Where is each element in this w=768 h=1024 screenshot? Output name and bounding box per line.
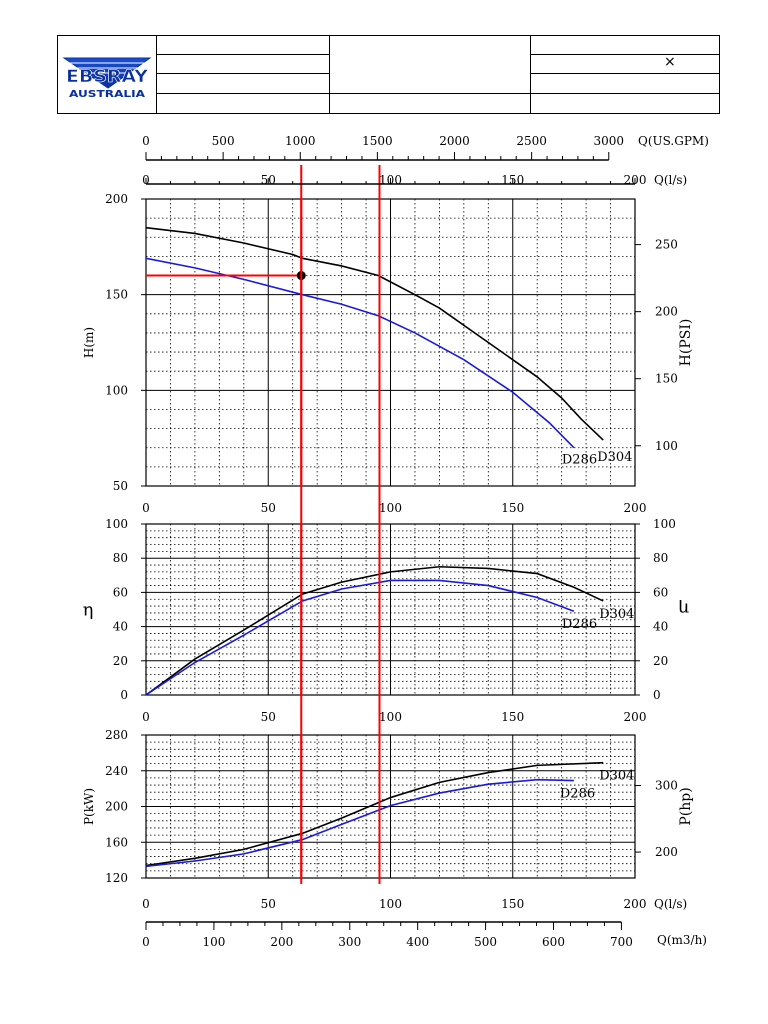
efficiency-right-tick-label: 60 (653, 585, 668, 599)
gpm-tick-label: 1000 (285, 134, 316, 148)
efficiency-right-label: η (679, 599, 690, 620)
ls-top-tick-label: 50 (261, 173, 276, 187)
efficiency-x-tick-label: 0 (142, 710, 150, 724)
power-y-tick-label: 160 (105, 835, 128, 849)
power-label-D304: D304 (599, 769, 634, 784)
m3h-tick-label: 100 (202, 935, 225, 949)
head-label-D304: D304 (597, 450, 632, 465)
m3h-tick-label: 500 (474, 935, 497, 949)
efficiency-y-tick-label: 40 (113, 620, 128, 634)
efficiency-x-tick-label: 50 (261, 710, 276, 724)
efficiency-right-tick-label: 40 (653, 620, 668, 634)
logo-text-bottom: AUSTRALIA (69, 89, 145, 100)
power-ylabel: P(kW) (82, 788, 96, 825)
head-ylabel: H(m) (82, 327, 96, 358)
efficiency-right-tick-label: 20 (653, 654, 668, 668)
power-series-D286 (145, 778, 574, 868)
m3h-tick-label: 700 (610, 935, 633, 949)
efficiency-y-tick-label: 20 (113, 654, 128, 668)
ls-top-tick-label: 200 (624, 173, 647, 187)
company-logo: EBSRAY AUSTRALIA (62, 57, 152, 100)
m3h-tick-label: 400 (406, 935, 429, 949)
head-x-tick-label: 50 (261, 501, 276, 515)
head-frame (145, 198, 636, 487)
ls-bottom-tick-label: 50 (261, 897, 276, 911)
head-series-D304 (145, 226, 604, 441)
m3h-axis-label: Q(m3/h) (657, 933, 707, 947)
gpm-tick-label: 2500 (516, 134, 547, 148)
gpm-tick-label: 500 (212, 134, 235, 148)
head-right-tick-label: 150 (655, 372, 678, 386)
power-series-D304 (145, 761, 604, 867)
gpm-tick-label: 0 (142, 134, 150, 148)
efficiency-y-tick-label: 80 (113, 551, 128, 565)
m3h-tick-label: 300 (338, 935, 361, 949)
head-y-tick-label: 150 (105, 288, 128, 302)
power-y-tick-label: 120 (105, 871, 128, 885)
efficiency-right-tick-label: 80 (653, 551, 668, 565)
efficiency-y-tick-label: 0 (120, 688, 128, 702)
efficiency-x-tick-label: 200 (624, 710, 647, 724)
head-right-tick-label: 200 (655, 305, 678, 319)
power-y-tick-label: 280 (105, 728, 128, 742)
ls-top-tick-label: 100 (379, 173, 402, 187)
ls-top-tick-label: 0 (142, 173, 150, 187)
gpm-tick-label: 3000 (593, 134, 624, 148)
head-x-tick-label: 200 (624, 501, 647, 515)
efficiency-x-tick-label: 100 (379, 710, 402, 724)
logo-text-top: EBSRAY (66, 67, 149, 87)
head-right-tick-label: 100 (655, 439, 678, 453)
ls-top-axis-label: Q(l/s) (654, 173, 687, 187)
head-right-tick-label: 250 (655, 238, 678, 252)
m3h-tick-label: 600 (542, 935, 565, 949)
header-table: EBSRAY AUSTRALIA × (57, 35, 720, 114)
efficiency-right-tick-label: 0 (653, 688, 661, 702)
power-right-label: P(hp) (678, 787, 694, 825)
efficiency-right-tick-label: 100 (653, 517, 676, 531)
efficiency-ylabel: η (83, 600, 94, 621)
close-mark: × (664, 54, 676, 70)
efficiency-y-tick-label: 100 (105, 517, 128, 531)
ls-top-tick-label: 150 (501, 173, 524, 187)
m3h-tick-label: 0 (142, 935, 150, 949)
efficiency-x-tick-label: 150 (501, 710, 524, 724)
head-x-tick-label: 0 (142, 501, 150, 515)
efficiency-y-tick-label: 60 (113, 585, 128, 599)
head-label-D286: D286 (562, 453, 597, 468)
gpm-tick-label: 1500 (362, 134, 393, 148)
ls-bottom-tick-label: 0 (142, 897, 150, 911)
gpm-tick-label: 2000 (439, 134, 470, 148)
efficiency-series-D304 (145, 565, 604, 696)
power-right-tick-label: 300 (655, 779, 678, 793)
ls-bottom-axis-label: Q(l/s) (654, 897, 687, 911)
head-series-D286 (145, 257, 575, 449)
efficiency-label-D286: D286 (562, 617, 597, 632)
head-x-tick-label: 150 (501, 501, 524, 515)
power-y-tick-label: 240 (105, 764, 128, 778)
ls-bottom-tick-label: 150 (501, 897, 524, 911)
ls-bottom-tick-label: 200 (624, 897, 647, 911)
ls-bottom-tick-label: 100 (379, 897, 402, 911)
head-right-label: H(PSI) (678, 319, 694, 367)
efficiency-frame (145, 523, 636, 696)
power-y-tick-label: 200 (105, 800, 128, 814)
head-y-tick-label: 100 (105, 383, 128, 397)
power-label-D286: D286 (560, 787, 595, 802)
head-x-tick-label: 100 (379, 501, 402, 515)
power-frame (145, 734, 636, 879)
power-right-tick-label: 200 (655, 845, 678, 859)
efficiency-series-D286 (145, 579, 575, 696)
efficiency-label-D304: D304 (599, 607, 634, 622)
head-y-tick-label: 50 (113, 479, 128, 493)
m3h-tick-label: 200 (270, 935, 293, 949)
head-y-tick-label: 200 (105, 192, 128, 206)
gpm-axis-label: Q(US.GPM) (638, 134, 709, 148)
